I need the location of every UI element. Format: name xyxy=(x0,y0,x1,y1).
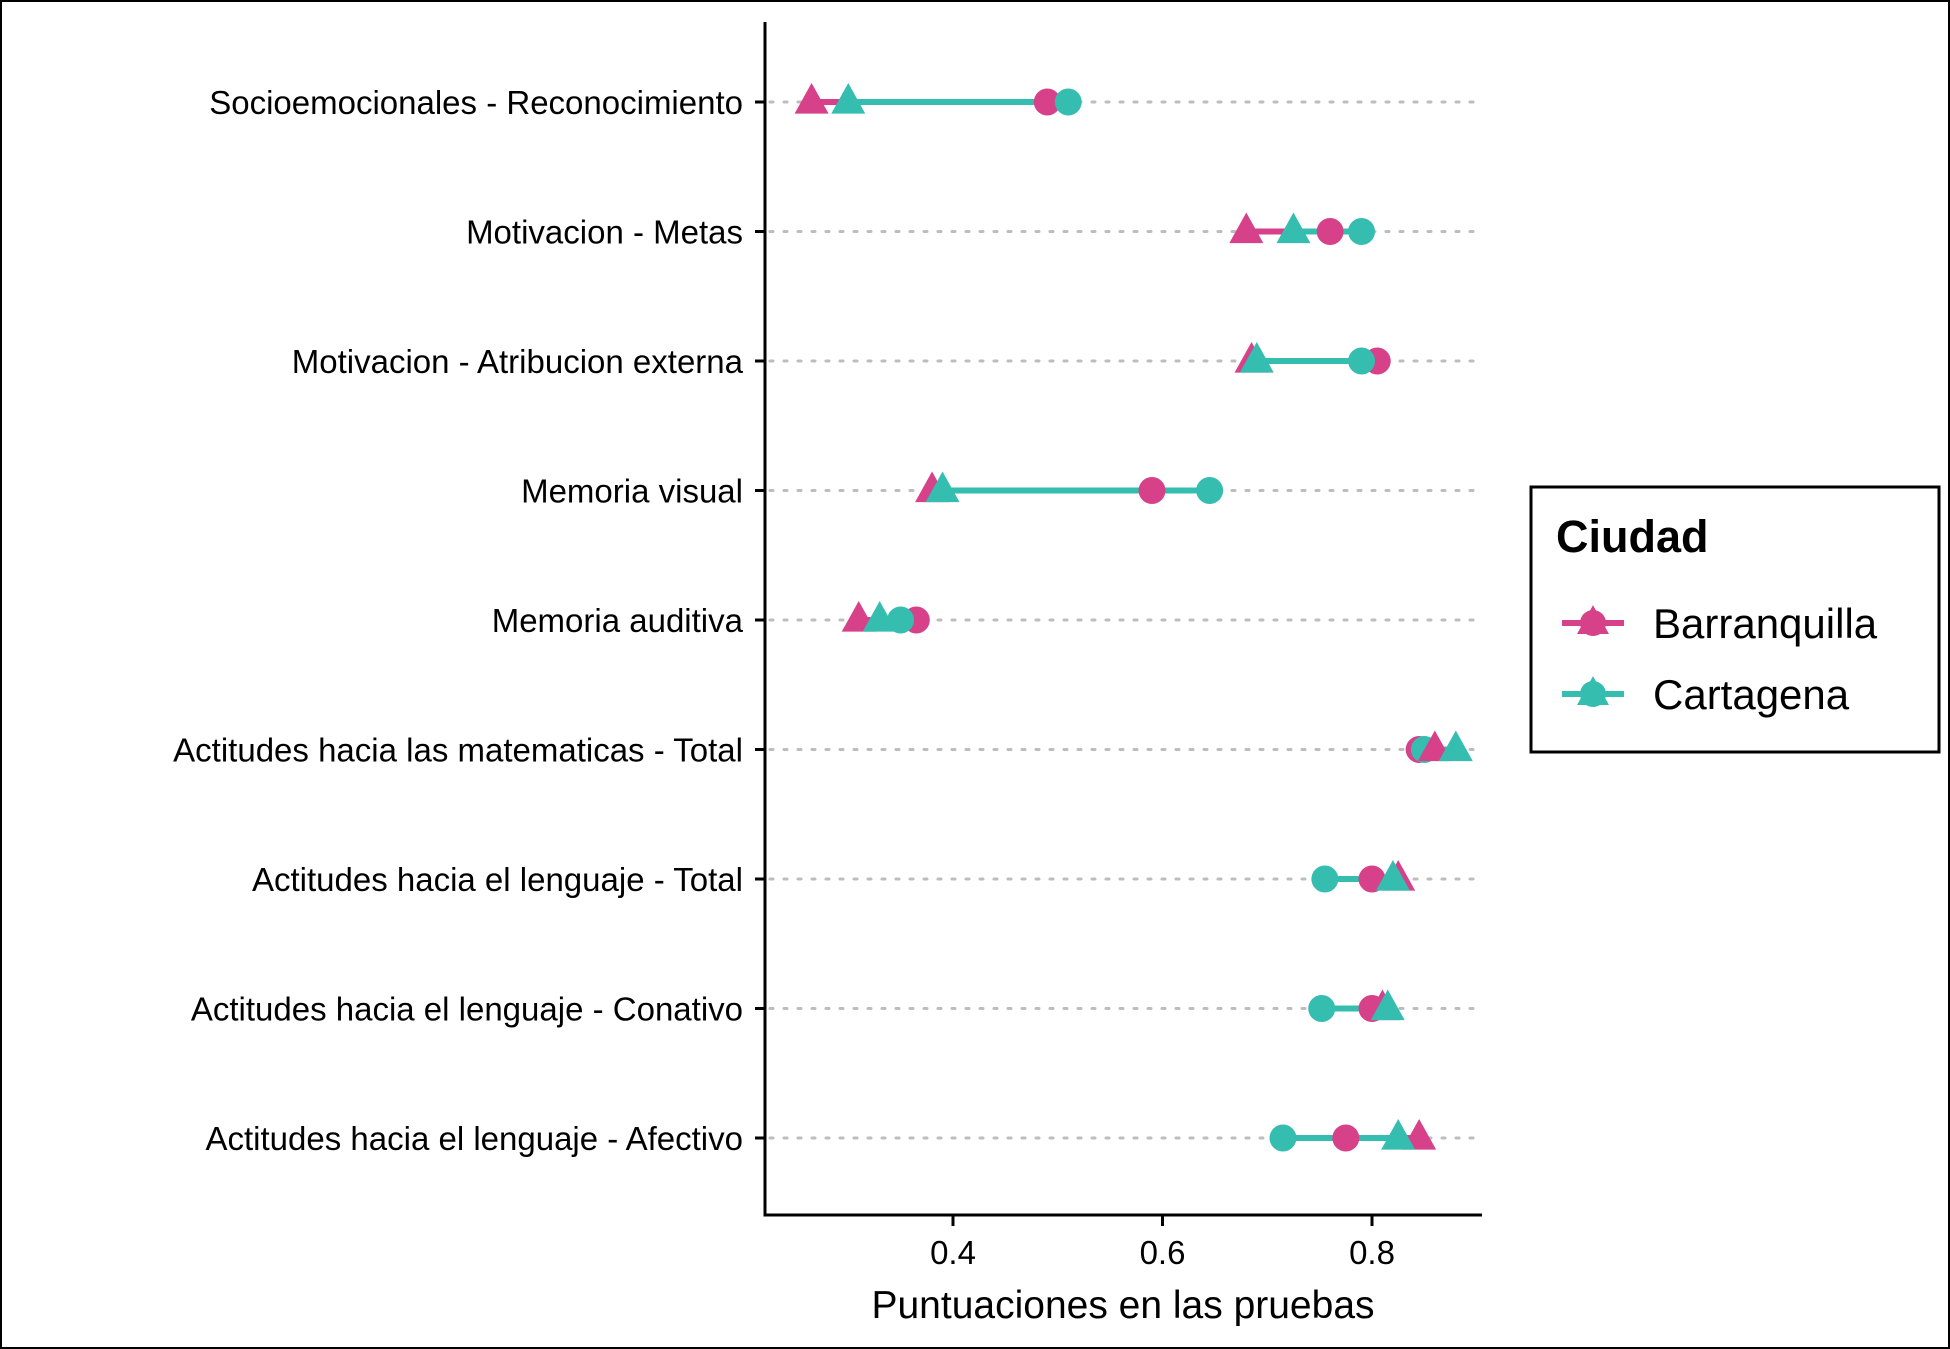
circle-point-barranquilla xyxy=(1332,1124,1360,1152)
triangle-point-cartagena xyxy=(1370,989,1405,1021)
triangle-point-barranquilla xyxy=(1229,212,1264,244)
circle-point-cartagena xyxy=(1311,865,1339,893)
category-label: Motivacion - Metas xyxy=(466,214,743,251)
triangle-point-barranquilla xyxy=(794,83,829,114)
circle-point-cartagena xyxy=(1269,1124,1297,1152)
circle-point-cartagena xyxy=(1196,477,1224,504)
legend-key-triangle xyxy=(1577,605,1609,634)
triangle-point-cartagena xyxy=(1375,860,1410,891)
triangle-point-cartagena xyxy=(1239,342,1274,373)
category-label: Memoria auditiva xyxy=(492,602,744,639)
circle-point-cartagena xyxy=(1308,995,1336,1022)
legend-title: Ciudad xyxy=(1556,511,1709,562)
triangle-point-cartagena xyxy=(862,601,897,632)
triangle-point-cartagena xyxy=(925,471,960,503)
category-label: Actitudes hacia el lenguaje - Conativo xyxy=(191,991,743,1028)
category-label: Memoria visual xyxy=(521,473,743,510)
x-ticks: 0.4 0.6 0.8 xyxy=(930,1215,1395,1271)
legend-label: Barranquilla xyxy=(1653,600,1878,647)
legend: Ciudad Barranquilla Cartagena xyxy=(1529,485,1941,754)
category-label: Actitudes hacia el lenguaje - Total xyxy=(252,861,743,898)
triangle-point-cartagena xyxy=(1276,212,1311,244)
x-tick-label: 0.8 xyxy=(1349,1234,1395,1271)
series-markers xyxy=(794,83,1473,1152)
legend-key-triangle xyxy=(1577,676,1609,705)
category-label: Socioemocionales - Reconocimiento xyxy=(209,84,743,121)
triangle-point-cartagena xyxy=(831,83,866,114)
triangle-point-cartagena xyxy=(1438,730,1473,762)
x-axis-title: Puntuaciones en las pruebas xyxy=(871,1284,1374,1327)
legend-label: Cartagena xyxy=(1653,671,1850,718)
circle-point-barranquilla xyxy=(1316,218,1344,245)
x-tick-label: 0.4 xyxy=(930,1234,976,1271)
circle-point-barranquilla xyxy=(1138,477,1166,504)
circle-point-cartagena xyxy=(1054,88,1082,116)
category-label: Actitudes hacia el lenguaje - Afectivo xyxy=(206,1120,744,1157)
circle-point-barranquilla xyxy=(1033,88,1061,116)
circle-point-cartagena xyxy=(1348,218,1376,245)
category-label: Actitudes hacia las matematicas - Total xyxy=(173,732,743,769)
category-label: Motivacion - Atribucion externa xyxy=(292,343,744,380)
category-labels: Socioemocionales - Reconocimiento Motivac… xyxy=(173,84,765,1157)
triangle-point-cartagena xyxy=(1381,1119,1416,1150)
circle-point-cartagena xyxy=(1348,347,1376,375)
x-tick-label: 0.6 xyxy=(1140,1234,1186,1271)
